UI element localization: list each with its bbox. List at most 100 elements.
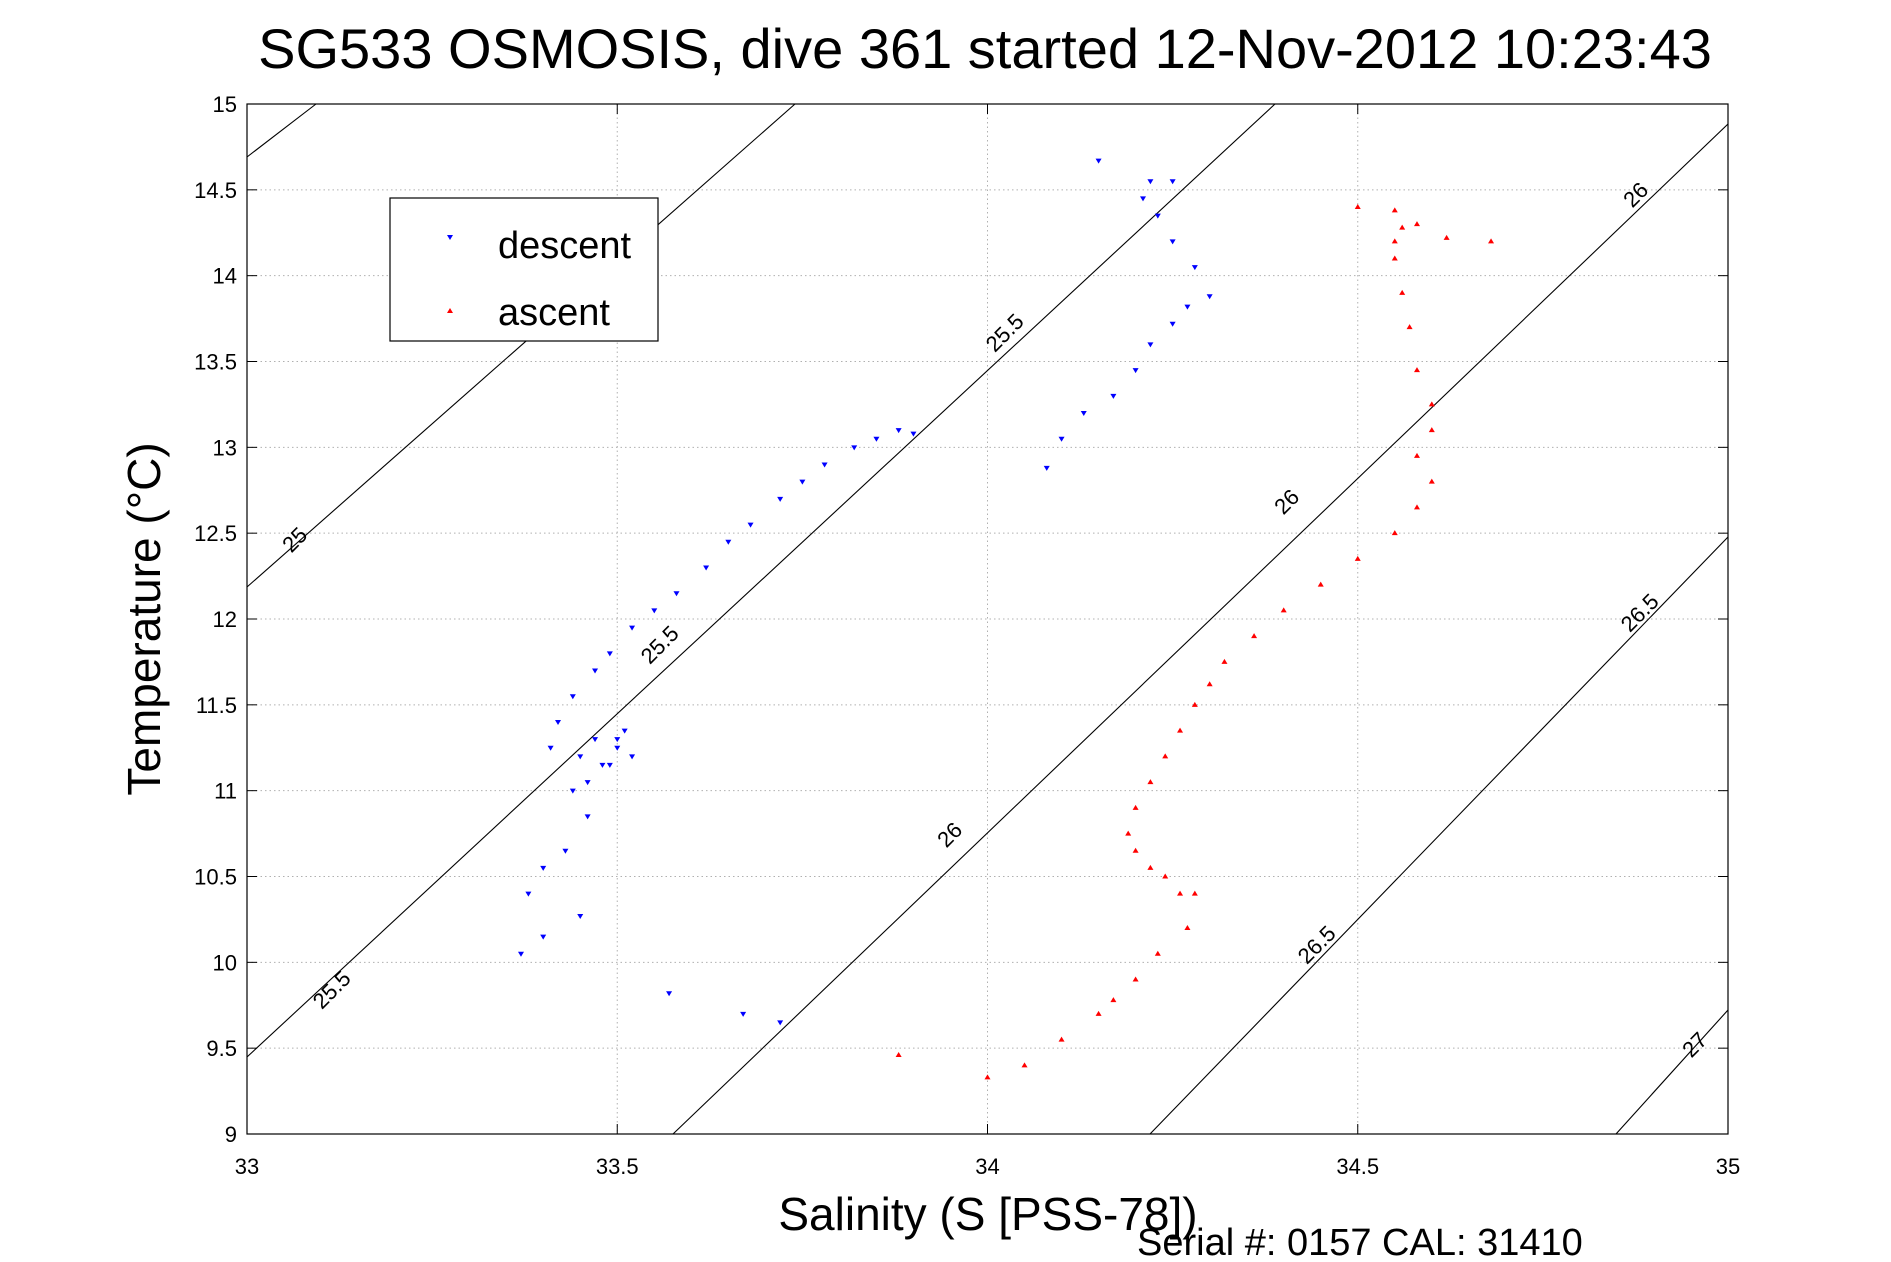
descent-point (1184, 304, 1191, 310)
descent-point (584, 814, 591, 820)
ascent-point (1317, 581, 1324, 587)
descent-point (584, 780, 591, 786)
serial-cal-label: Serial #: 0157 CAL: 31410 (1137, 1222, 1583, 1262)
descent-point (525, 891, 532, 897)
ascent-point (1132, 847, 1139, 853)
descent-point (1169, 239, 1176, 245)
legend-descent-marker (447, 235, 453, 240)
descent-point (517, 951, 524, 957)
ascent-point (1110, 997, 1117, 1003)
descent-point (673, 591, 680, 597)
descent-point (910, 431, 917, 437)
descent-point (629, 754, 636, 760)
descent-point (873, 436, 880, 442)
descent-point (666, 991, 673, 997)
descent-point (1043, 465, 1050, 471)
descent-point (599, 762, 606, 768)
y-axis-label: Temperature (°C) (118, 442, 170, 795)
y-tick-label: 11 (214, 779, 237, 804)
isopycnal-line (1149, 536, 1729, 1135)
ascent-point (1391, 207, 1398, 213)
descent-point (1080, 411, 1087, 416)
descent-point (562, 848, 569, 854)
y-tick-label: 14 (213, 264, 237, 289)
descent-point (606, 651, 613, 657)
descent-point (629, 625, 636, 631)
descent-point (821, 462, 828, 468)
descent-point (740, 1011, 747, 1017)
y-tick-label: 13.5 (194, 350, 237, 375)
ascent-point (1280, 607, 1287, 613)
descent-point (703, 565, 710, 571)
descent-point (1132, 368, 1139, 374)
descent-point (799, 479, 806, 485)
ascent-point (1251, 633, 1258, 639)
data-points (517, 158, 1495, 1080)
x-tick-label: 35 (1716, 1154, 1740, 1179)
ascent-point (1413, 504, 1420, 510)
descent-point (547, 745, 554, 751)
x-axis-label: Salinity (S [PSS-78]) (778, 1188, 1197, 1240)
legend-box (389, 197, 659, 342)
x-tick-label: 34.5 (1336, 1154, 1379, 1179)
ascent-point (1428, 427, 1435, 433)
isopycnal-line (246, 103, 317, 158)
ascent-point (895, 1052, 902, 1058)
descent-point (777, 1020, 784, 1026)
ascent-point (1413, 452, 1420, 458)
descent-point (1169, 179, 1176, 185)
isopycnal-line (246, 103, 796, 588)
descent-point (621, 728, 628, 734)
descent-point (555, 720, 562, 725)
descent-point (747, 522, 754, 528)
ascent-point (1191, 890, 1198, 896)
descent-point (1206, 294, 1213, 300)
ascent-point (1058, 1036, 1065, 1042)
descent-point (569, 694, 576, 700)
x-axis-ticks: 33 33.5 34 34.5 35 (235, 104, 1740, 1179)
ascent-point (1428, 401, 1435, 407)
descent-point (614, 745, 621, 751)
ascent-point (1354, 204, 1361, 209)
descent-point (592, 737, 599, 743)
ascent-point (1488, 238, 1495, 244)
isopycnal-line (1615, 1009, 1729, 1135)
ascent-point (1095, 1010, 1102, 1016)
descent-point (606, 762, 613, 768)
x-tick-label: 33.5 (596, 1154, 639, 1179)
descent-point (577, 754, 584, 760)
ascent-point (1221, 658, 1228, 664)
descent-point (614, 737, 621, 743)
ascent-point (1443, 234, 1450, 240)
descent-point (851, 445, 858, 451)
descent-point (1110, 393, 1117, 399)
ascent-point (1125, 830, 1132, 836)
ascent-point (1406, 324, 1413, 330)
y-tick-label: 11.5 (196, 693, 237, 718)
descent-point (895, 428, 902, 434)
y-tick-label: 9.5 (206, 1036, 237, 1061)
y-tick-label: 15 (213, 92, 237, 117)
ascent-point (1132, 976, 1139, 982)
x-tick-label: 33 (235, 1154, 259, 1179)
descent-point (1058, 436, 1065, 442)
descent-point (725, 539, 732, 545)
ascent-point (1154, 950, 1161, 956)
ascent-point (1413, 221, 1420, 227)
ascent-point (1147, 864, 1154, 870)
descent-point (577, 913, 584, 919)
ascent-point (1428, 478, 1435, 484)
ascent-point (1184, 925, 1191, 930)
descent-point (1140, 196, 1147, 202)
ascent-point (1162, 753, 1169, 759)
ascent-point (1399, 224, 1406, 230)
ascent-point (1391, 238, 1398, 244)
x-tick-label: 34 (975, 1154, 999, 1179)
chart-title: SG533 OSMOSIS, dive 361 started 12-Nov-2… (258, 17, 1712, 80)
isopycnal-line (672, 123, 1729, 1135)
descent-point (1095, 158, 1102, 164)
legend-ascent-marker (447, 308, 453, 313)
ascent-point (1147, 779, 1154, 785)
y-tick-label: 10.5 (194, 865, 237, 890)
descent-point (592, 668, 599, 674)
